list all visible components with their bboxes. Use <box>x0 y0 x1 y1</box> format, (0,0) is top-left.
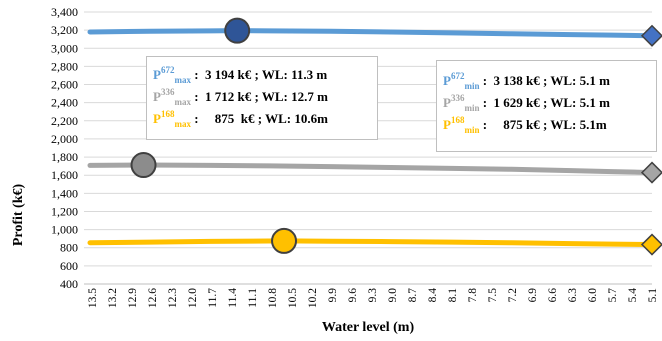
x-tick-label: 5.7 <box>607 288 619 303</box>
legend-subscript: max <box>174 75 191 85</box>
legend-subscript: min <box>464 81 480 91</box>
legend-subscript: min <box>464 125 480 135</box>
legend-row: P336max : 1 712 k€ ; WL: 12.7 m <box>153 81 371 107</box>
x-tick-label: 6.3 <box>567 288 579 303</box>
y-tick-label: 3,000 <box>51 41 78 55</box>
x-tick-label: 5.1 <box>647 288 659 303</box>
y-tick-label: 2,600 <box>51 78 78 92</box>
y-tick-label: 2,400 <box>51 96 78 110</box>
x-tick-label: 12.3 <box>167 288 179 308</box>
legend-row: P672max : 3 194 k€ ; WL: 11.3 m <box>153 59 371 85</box>
x-tick-label: 8.1 <box>447 288 459 303</box>
legend-subscript: max <box>174 119 191 129</box>
legend-superscript: 168 <box>160 109 175 119</box>
x-tick-label: 8.4 <box>427 288 439 303</box>
legend-subscript: max <box>174 97 191 107</box>
x-tick-label: 10.8 <box>267 288 279 308</box>
x-tick-label: 6.9 <box>527 288 539 303</box>
legend-value: : 1 629 k€ ; WL: 5.1 m <box>479 95 610 110</box>
y-tick-label: 1,800 <box>51 150 78 164</box>
legend-superscript: 336 <box>160 87 175 97</box>
max-marker-s168 <box>271 227 298 254</box>
x-tick-label: 6.6 <box>547 288 559 303</box>
legend-symbol: P <box>443 95 451 110</box>
legend-value: : 3 138 k€ ; WL: 5.1 m <box>479 73 610 88</box>
x-tick-label: 9.0 <box>387 288 399 303</box>
y-tick-label: 400 <box>60 277 78 291</box>
legend-symbol: P <box>443 117 451 132</box>
x-tick-label: 10.2 <box>307 288 319 308</box>
x-axis-ticks: 13.5 13.2 12.9 12.6 12.3 12.0 11.7 11.4 11.1 10.8… <box>87 288 659 308</box>
x-tick-label: 9.6 <box>347 288 359 303</box>
legend-max-box: P672max : 3 194 k€ ; WL: 11.3 m P336max :… <box>146 56 378 140</box>
x-tick-label: 6.0 <box>587 288 599 303</box>
legend-row: P168min : 875 k€ ; WL: 5.1m <box>443 109 650 135</box>
y-tick-label: 600 <box>60 259 78 273</box>
series-line-s168 <box>87 238 655 248</box>
x-tick-label: 12.9 <box>127 288 139 308</box>
x-tick-label: 11.1 <box>247 288 259 308</box>
legend-row: P672min : 3 138 k€ ; WL: 5.1 m <box>443 65 650 91</box>
y-tick-label: 1,200 <box>51 204 78 218</box>
legend-superscript: 672 <box>160 65 175 75</box>
y-axis-ticks: 400 600 800 1,000 1,200 1,400 1,600 1,800 2,000 2… <box>51 5 78 291</box>
x-tick-label: 9.3 <box>367 288 379 303</box>
x-tick-label: 7.2 <box>507 288 519 303</box>
x-tick-label: 7.8 <box>467 288 479 303</box>
legend-row: P336min : 1 629 k€ ; WL: 5.1 m <box>443 87 650 113</box>
x-tick-label: 11.7 <box>207 288 219 308</box>
y-tick-label: 1,600 <box>51 168 78 182</box>
y-tick-label: 2,800 <box>51 59 78 73</box>
min-marker-s168 <box>640 233 662 256</box>
legend-symbol: P <box>443 73 451 88</box>
x-tick-label: 11.4 <box>227 288 239 308</box>
series-markers <box>130 17 662 256</box>
y-tick-label: 3,200 <box>51 23 78 37</box>
y-tick-label: 2,000 <box>51 132 78 146</box>
max-marker-s336 <box>130 152 157 179</box>
x-tick-label: 12.6 <box>147 288 159 308</box>
x-tick-label: 9.9 <box>327 288 339 303</box>
x-tick-label: 12.0 <box>187 288 199 308</box>
legend-value: : 875 k€ ; WL: 10.6m <box>190 111 328 126</box>
legend-value: : 3 194 k€ ; WL: 11.3 m <box>190 67 328 82</box>
legend-symbol: P <box>153 67 161 82</box>
x-tick-label: 10.5 <box>287 288 299 308</box>
legend-value: : 1 712 k€ ; WL: 12.7 m <box>190 89 328 104</box>
y-tick-label: 1,000 <box>51 223 78 237</box>
y-tick-label: 2,200 <box>51 114 78 128</box>
max-marker-s672 <box>224 17 251 44</box>
legend-symbol: P <box>153 89 161 104</box>
series-line-s336 <box>87 162 655 176</box>
legend-symbol: P <box>153 111 161 126</box>
x-tick-label: 13.5 <box>87 288 99 308</box>
y-tick-label: 800 <box>60 241 78 255</box>
y-tick-label: 1,400 <box>51 186 78 200</box>
legend-superscript: 168 <box>450 115 465 125</box>
y-axis-title: Profit (k€) <box>11 183 26 246</box>
y-tick-label: 3,400 <box>51 5 78 19</box>
min-marker-s672 <box>640 24 662 47</box>
x-axis-title: Water level (m) <box>322 320 415 335</box>
legend-superscript: 672 <box>450 71 465 81</box>
x-tick-label: 7.5 <box>487 288 499 303</box>
x-tick-label: 13.2 <box>107 288 119 308</box>
series-lines <box>87 28 655 248</box>
series-line-s672 <box>87 28 655 39</box>
legend-min-box: P672min : 3 138 k€ ; WL: 5.1 m P336min : … <box>436 60 657 152</box>
legend-value: : 875 k€ ; WL: 5.1m <box>479 117 607 132</box>
legend-subscript: min <box>464 103 480 113</box>
legend-row: P168max : 875 k€ ; WL: 10.6m <box>153 103 371 129</box>
legend-superscript: 336 <box>450 93 465 103</box>
x-tick-label: 5.4 <box>627 288 639 303</box>
x-tick-label: 8.7 <box>407 288 419 303</box>
min-marker-s336 <box>640 161 662 184</box>
